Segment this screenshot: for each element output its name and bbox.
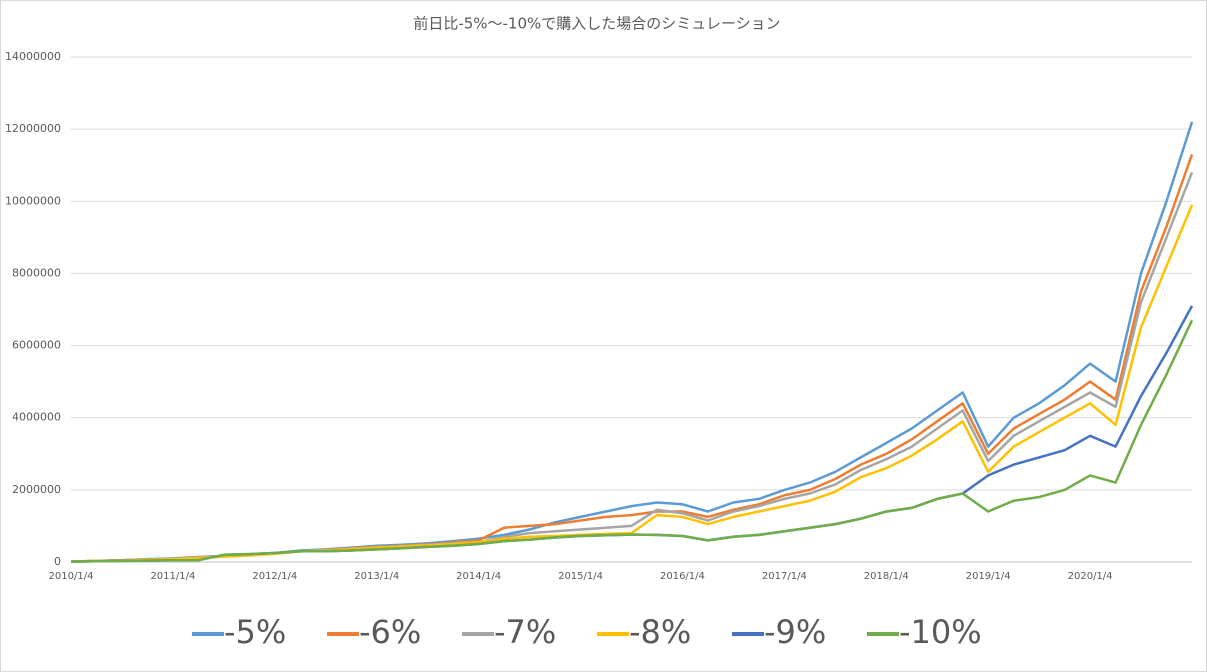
legend-label: -6% <box>359 613 421 651</box>
series-line <box>70 319 1194 563</box>
x-tick-label: 2013/1/4 <box>354 571 399 582</box>
legend-label: -10% <box>899 613 982 651</box>
x-tick-label: 2015/1/4 <box>558 571 603 582</box>
x-tick-label: 2018/1/4 <box>864 571 909 582</box>
y-tick-label: 8000000 <box>12 266 61 279</box>
x-tick-label: 2010/1/4 <box>49 571 94 582</box>
y-tick-label: 0 <box>54 555 61 568</box>
y-tick-label: 14000000 <box>5 50 61 63</box>
x-tick-label: 2017/1/4 <box>762 571 807 582</box>
y-tick-label: 4000000 <box>12 411 61 424</box>
x-tick-label: 2020/1/4 <box>1068 571 1113 582</box>
y-tick-label: 10000000 <box>5 194 61 207</box>
x-tick-label: 2019/1/4 <box>966 571 1011 582</box>
x-tick-label: 2011/1/4 <box>150 571 195 582</box>
x-tick-label: 2014/1/4 <box>456 571 501 582</box>
y-tick-label: 2000000 <box>12 483 61 496</box>
legend-label: -9% <box>764 613 826 651</box>
x-tick-label: 2012/1/4 <box>252 571 297 582</box>
legend-label: -5% <box>224 613 286 651</box>
chart-title: 前日比-5%～-10%で購入した場合のシミュレーション <box>413 15 780 33</box>
y-tick-label: 6000000 <box>12 339 61 352</box>
legend-label: -7% <box>494 613 556 651</box>
legend-label: -8% <box>629 613 691 651</box>
x-tick-label: 2016/1/4 <box>660 571 705 582</box>
y-tick-label: 12000000 <box>5 122 61 135</box>
